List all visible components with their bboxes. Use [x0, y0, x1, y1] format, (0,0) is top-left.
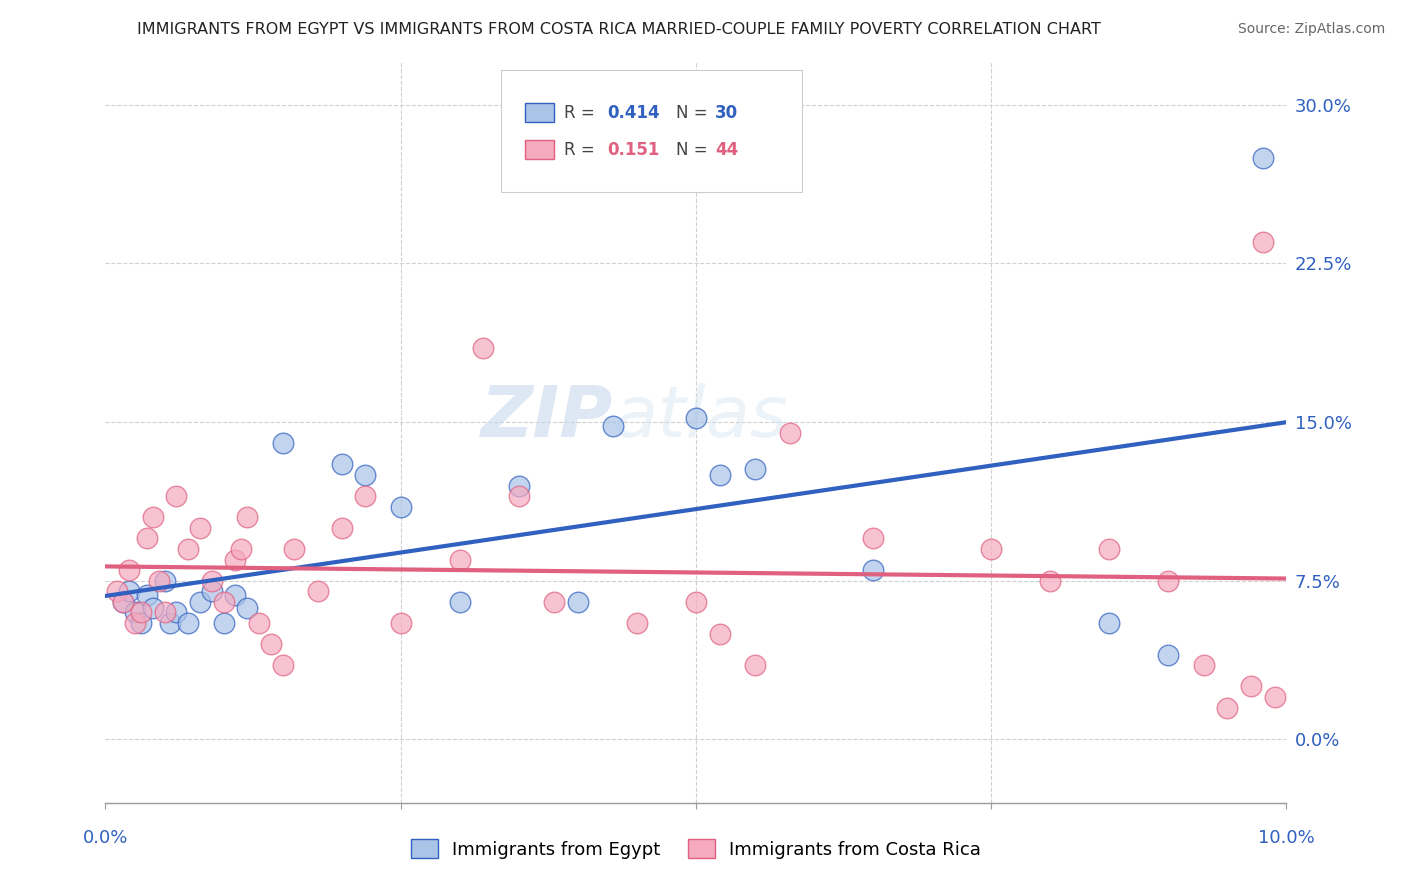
Point [124, 606, 146, 620]
Point [212, 595, 235, 609]
Point [1240, 680, 1263, 694]
Point [744, 461, 766, 475]
Point [224, 589, 246, 603]
Point [1251, 151, 1274, 165]
Point [709, 626, 731, 640]
Point [602, 419, 624, 434]
Text: Source: ZipAtlas.com: Source: ZipAtlas.com [1237, 22, 1385, 37]
Point [271, 658, 294, 673]
Point [188, 521, 211, 535]
Point [231, 541, 253, 556]
Legend: Immigrants from Egypt, Immigrants from Costa Rica: Immigrants from Egypt, Immigrants from C… [404, 832, 988, 866]
Point [236, 510, 259, 524]
Point [709, 467, 731, 482]
Point [129, 615, 152, 630]
Point [685, 595, 707, 609]
Text: 10.0%: 10.0% [1258, 830, 1315, 847]
Point [1192, 658, 1215, 673]
Point [105, 584, 128, 599]
Point [260, 637, 283, 651]
Point [862, 563, 884, 577]
Text: IMMIGRANTS FROM EGYPT VS IMMIGRANTS FROM COSTA RICA MARRIED-COUPLE FAMILY POVERT: IMMIGRANTS FROM EGYPT VS IMMIGRANTS FROM… [136, 22, 1101, 37]
Text: N =: N = [676, 141, 713, 159]
Text: N =: N = [676, 103, 713, 122]
Point [135, 589, 157, 603]
Text: 0.151: 0.151 [607, 141, 659, 159]
Point [112, 595, 135, 609]
Bar [524, 103, 554, 121]
Point [153, 606, 176, 620]
Point [165, 489, 187, 503]
Point [1157, 574, 1180, 588]
Point [177, 541, 200, 556]
Point [247, 615, 270, 630]
Point [330, 458, 353, 472]
Point [330, 521, 353, 535]
Point [165, 606, 187, 620]
Point [389, 500, 412, 514]
Text: 0.414: 0.414 [607, 103, 659, 122]
Point [112, 595, 135, 609]
Point [389, 615, 412, 630]
Point [201, 584, 224, 599]
Point [626, 615, 648, 630]
Point [142, 601, 165, 615]
Text: ZIP: ZIP [481, 384, 613, 452]
Point [1251, 235, 1274, 250]
Point [142, 510, 165, 524]
Text: R =: R = [564, 103, 600, 122]
Point [354, 489, 377, 503]
Point [153, 574, 176, 588]
Point [744, 658, 766, 673]
Point [307, 584, 329, 599]
Point [543, 595, 565, 609]
Point [508, 489, 530, 503]
Point [201, 574, 224, 588]
Point [449, 595, 471, 609]
Point [271, 436, 294, 450]
Point [236, 601, 259, 615]
Point [1264, 690, 1286, 704]
Point [283, 541, 305, 556]
Point [177, 615, 200, 630]
Point [212, 615, 235, 630]
Point [1039, 574, 1062, 588]
Point [224, 552, 246, 566]
Text: R =: R = [564, 141, 600, 159]
Point [118, 563, 141, 577]
Bar [524, 140, 554, 159]
Point [124, 615, 146, 630]
Point [685, 410, 707, 425]
Point [135, 532, 157, 546]
Point [1157, 648, 1180, 662]
Text: 0.0%: 0.0% [83, 830, 128, 847]
Point [567, 595, 589, 609]
Text: atlas: atlas [613, 384, 787, 452]
Point [1098, 541, 1121, 556]
Point [980, 541, 1002, 556]
Point [148, 574, 170, 588]
Point [779, 425, 801, 440]
Text: 44: 44 [714, 141, 738, 159]
Point [508, 478, 530, 492]
Point [159, 615, 181, 630]
Point [1098, 615, 1121, 630]
Point [472, 341, 495, 355]
Point [118, 584, 141, 599]
Point [354, 467, 377, 482]
Point [188, 595, 211, 609]
FancyBboxPatch shape [501, 70, 803, 192]
Point [1216, 700, 1239, 714]
Text: 30: 30 [714, 103, 738, 122]
Point [449, 552, 471, 566]
Point [129, 606, 152, 620]
Point [862, 532, 884, 546]
